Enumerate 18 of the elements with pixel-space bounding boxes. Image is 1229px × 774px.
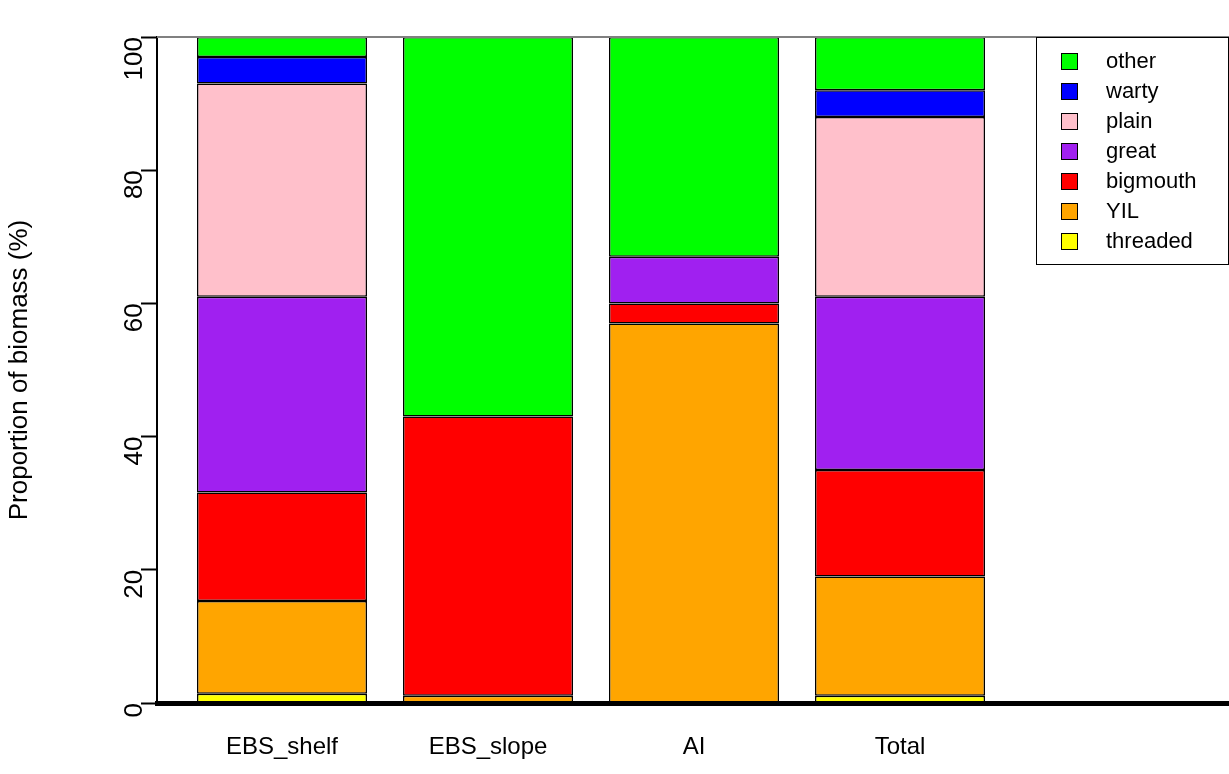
legend-label: great [1106, 137, 1157, 165]
y-tick-label: 60 [118, 303, 149, 333]
y-tick-label: 20 [118, 569, 149, 599]
y-tick-label: 40 [118, 436, 149, 466]
legend-label: warty [1106, 77, 1159, 105]
legend-label: plain [1106, 107, 1153, 135]
y-tick-label: 100 [118, 37, 149, 81]
legend-label: bigmouth [1106, 167, 1197, 195]
x-tick-label: EBS_shelf [225, 732, 339, 760]
y-tick-label: 0 [118, 703, 149, 718]
y-axis-title: Proportion of biomass (%) [2, 219, 33, 521]
text: other [1106, 47, 1157, 75]
x-tick-label: Total [874, 732, 926, 760]
legend-label: threaded [1106, 227, 1193, 255]
legend-label: YIL [1106, 197, 1140, 225]
x-tick-label: EBS_slope [428, 732, 548, 760]
x-tick-label: AI [682, 732, 706, 760]
y-tick-label: 80 [118, 170, 149, 200]
